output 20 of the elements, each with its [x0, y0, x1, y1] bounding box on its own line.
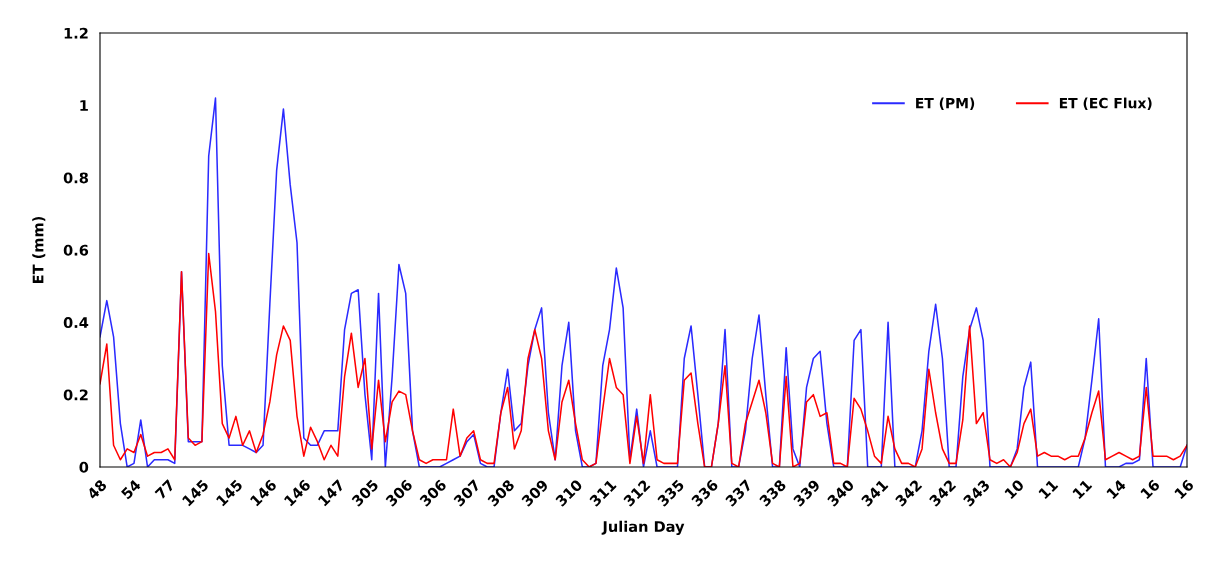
x-tick-label: 11 — [1038, 479, 1059, 500]
y-tick-label: 0.2 — [63, 389, 88, 401]
y-axis-title: ET (mm) — [32, 216, 46, 284]
y-tick-label: 1 — [80, 100, 88, 111]
y-tick-label: 0.6 — [63, 244, 89, 256]
x-tick-label: 77 — [154, 479, 175, 500]
y-tick-label: 0 — [79, 461, 89, 473]
x-tick-label: 16 — [1140, 478, 1161, 500]
x-tick-label: 14 — [1106, 478, 1127, 500]
legend-label: ET (EC Flux) — [1059, 97, 1152, 110]
y-tick-label: 0.4 — [63, 317, 89, 329]
x-tick-label: 10 — [1004, 478, 1025, 500]
x-tick-label: 11 — [1072, 479, 1093, 500]
y-tick-label: 1.2 — [64, 27, 88, 39]
x-tick-label: 48 — [86, 478, 108, 500]
legend-label: ET (PM) — [916, 97, 975, 110]
y-tick-label: 0.8 — [63, 172, 88, 184]
x-axis-title: Julian Day — [601, 520, 685, 535]
x-tick-label: 16 — [1174, 478, 1195, 500]
x-tick-label: 54 — [120, 478, 142, 500]
